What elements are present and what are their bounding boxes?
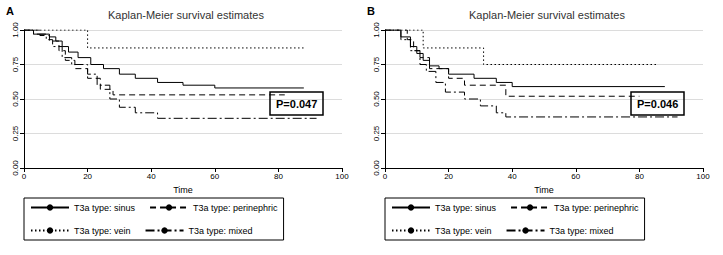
svg-text:60: 60: [571, 172, 580, 181]
svg-text:100: 100: [335, 172, 349, 181]
svg-text:0.50: 0.50: [11, 91, 20, 107]
svg-text:0.00: 0.00: [372, 160, 381, 176]
svg-text:0.75: 0.75: [11, 56, 20, 72]
svg-text:80: 80: [274, 172, 283, 181]
svg-text:T3a type: perinephric: T3a type: perinephric: [554, 203, 639, 213]
svg-text:0: 0: [383, 172, 388, 181]
svg-text:Kaplan-Meier survival estimate: Kaplan-Meier survival estimates: [108, 9, 264, 21]
svg-text:A: A: [6, 5, 14, 17]
svg-text:T3a type: mixed: T3a type: mixed: [189, 226, 253, 236]
svg-text:20: 20: [83, 172, 92, 181]
svg-text:20: 20: [444, 172, 453, 181]
svg-text:Kaplan-Meier survival estimate: Kaplan-Meier survival estimates: [469, 9, 625, 21]
svg-text:40: 40: [508, 172, 517, 181]
svg-text:T3a type: perinephric: T3a type: perinephric: [193, 203, 278, 213]
svg-text:80: 80: [635, 172, 644, 181]
svg-text:P=0.046: P=0.046: [637, 98, 678, 110]
svg-text:0.75: 0.75: [372, 56, 381, 72]
svg-text:B: B: [367, 5, 375, 17]
svg-text:0.25: 0.25: [372, 125, 381, 141]
svg-text:Time: Time: [534, 185, 554, 195]
svg-text:100: 100: [696, 172, 710, 181]
svg-text:1.00: 1.00: [372, 22, 381, 38]
svg-text:T3a type: vein: T3a type: vein: [435, 226, 492, 236]
svg-text:Time: Time: [173, 185, 193, 195]
svg-text:T3a type: mixed: T3a type: mixed: [550, 226, 614, 236]
svg-text:T3a type: vein: T3a type: vein: [74, 226, 131, 236]
svg-text:T3a type: sinus: T3a type: sinus: [435, 203, 497, 213]
svg-text:0.00: 0.00: [11, 160, 20, 176]
svg-text:1.00: 1.00: [11, 22, 20, 38]
svg-text:40: 40: [147, 172, 156, 181]
svg-text:0: 0: [22, 172, 27, 181]
svg-text:P=0.047: P=0.047: [276, 98, 317, 110]
svg-text:60: 60: [210, 172, 219, 181]
svg-text:0.25: 0.25: [11, 125, 20, 141]
svg-text:T3a type: sinus: T3a type: sinus: [74, 203, 136, 213]
svg-text:0.50: 0.50: [372, 91, 381, 107]
